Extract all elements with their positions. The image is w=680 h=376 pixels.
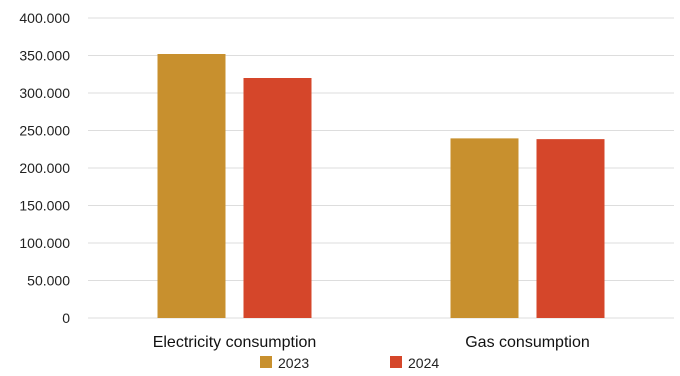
legend-label: 2023 <box>278 355 309 371</box>
y-tick-label: 400.000 <box>19 10 70 26</box>
y-tick-label: 100.000 <box>19 235 70 251</box>
bars <box>157 54 605 318</box>
x-category-label: Electricity consumption <box>153 334 317 351</box>
bar-2023-0 <box>157 54 226 318</box>
legend: 2023 2024 <box>260 355 439 371</box>
y-tick-label: 50.000 <box>27 273 70 289</box>
y-tick-label: 150.000 <box>19 198 70 214</box>
bar-2024-0 <box>243 78 312 318</box>
bar-2024-1 <box>536 139 605 318</box>
legend-label: 2024 <box>408 355 439 371</box>
x-category-label: Gas consumption <box>465 334 590 351</box>
x-axis-categories: Electricity consumption Gas consumption <box>153 334 590 351</box>
y-tick-label: 300.000 <box>19 85 70 101</box>
legend-swatch-2023 <box>260 356 272 368</box>
y-tick-label: 200.000 <box>19 160 70 176</box>
y-tick-label: 350.000 <box>19 48 70 64</box>
y-tick-label: 250.000 <box>19 123 70 139</box>
legend-swatch-2024 <box>390 356 402 368</box>
bar-2023-1 <box>450 138 519 318</box>
y-axis-ticks: 0 50.000 100.000 150.000 200.000 250.000 300.0… <box>19 10 70 326</box>
y-tick-label: 0 <box>62 310 70 326</box>
